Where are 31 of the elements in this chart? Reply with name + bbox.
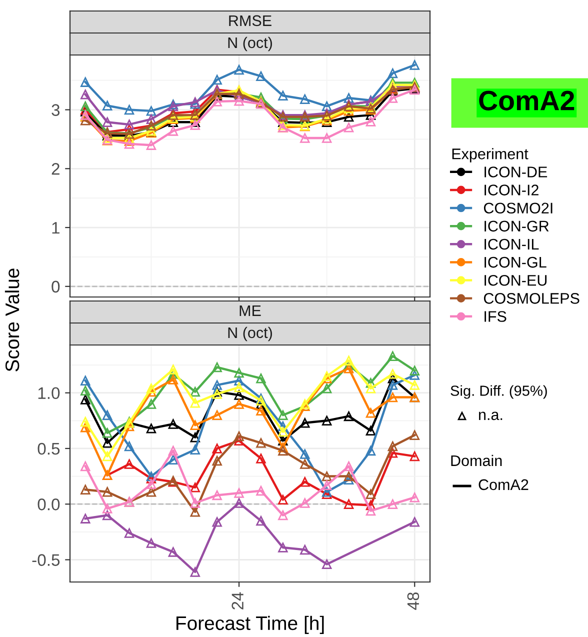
text: ComA2 (478, 479, 528, 490)
x-tick-label: 48 (407, 592, 420, 610)
legend-label: ICON-I2 (484, 184, 538, 196)
legend-label: ICON-GL (484, 256, 546, 268)
legend-label: IFS (484, 311, 506, 322)
y-tick-label: 1.0 (38, 387, 60, 400)
legend-label: ICON-EU (484, 274, 547, 286)
legend-label: COSMO2I (484, 202, 552, 214)
y-tick-label: 0.5 (38, 442, 60, 455)
x-axis-title: Forecast Time [h] (176, 616, 324, 634)
text: ComA2 (479, 90, 574, 110)
legend-title: Experiment (452, 148, 528, 162)
y-axis-title: Score Value (4, 268, 20, 372)
legend-label: ICON-DE (484, 166, 548, 178)
y-tick-label: 0 (52, 280, 60, 293)
y-tick-label: 3 (52, 104, 60, 116)
legend-label: ICON-GR (484, 220, 549, 232)
legend-label: COSMOLEPS (484, 293, 580, 304)
chart-title: RMSE (229, 15, 272, 26)
chart-subtitle: N (oct) (228, 326, 272, 342)
text: Domain (451, 454, 502, 466)
y-tick-label: 0.0 (38, 498, 60, 510)
text: Sig. Diff. (95%) (450, 385, 547, 399)
chart-subtitle: N (oct) (228, 36, 272, 52)
chart-title: ME (240, 305, 261, 316)
y-tick-label: -0.5 (32, 554, 60, 566)
y-tick-label: 2 (52, 163, 60, 175)
y-tick-label: 1 (52, 222, 60, 234)
text: n.a. (479, 412, 502, 420)
legend-label: ICON-IL (484, 238, 539, 250)
x-tick-label: 24 (232, 592, 244, 610)
